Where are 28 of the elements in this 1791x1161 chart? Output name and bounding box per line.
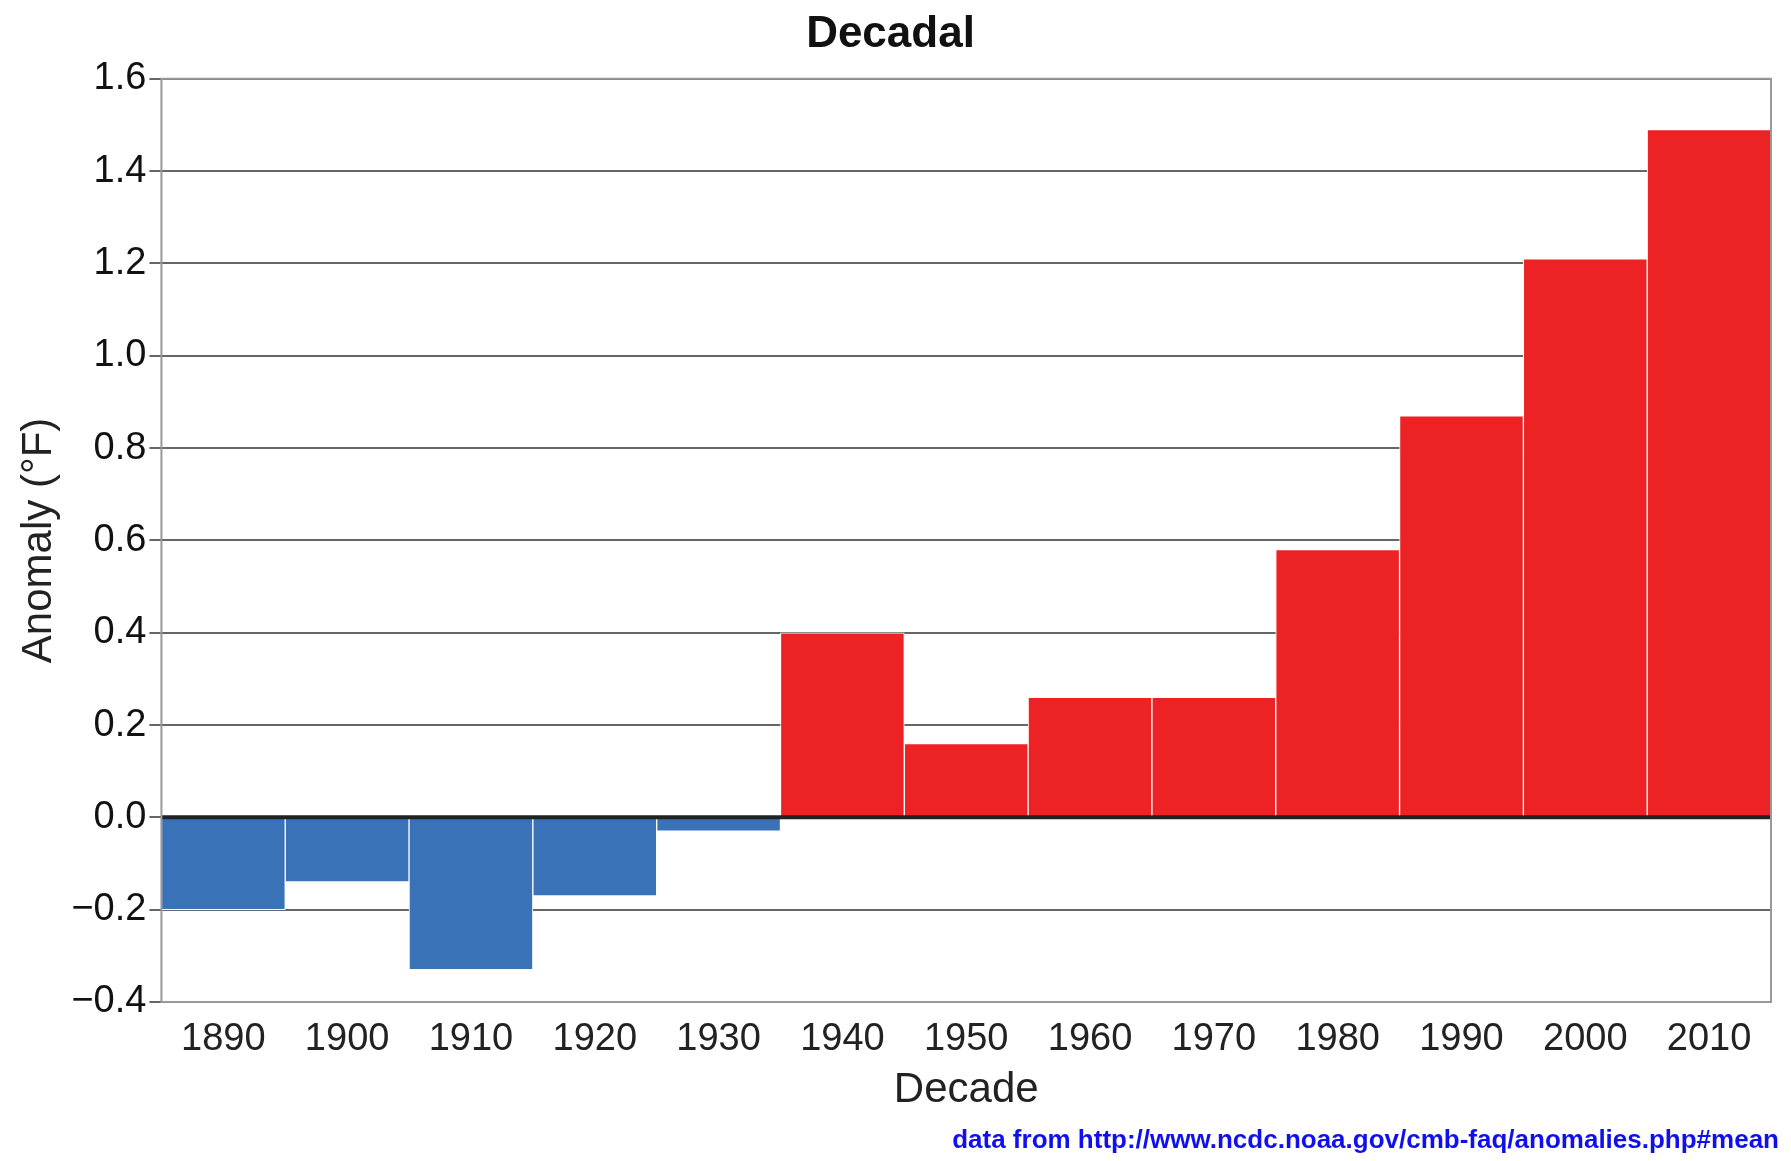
y-tick-label: 0.0: [93, 793, 147, 836]
x-tick-label: 1920: [552, 1016, 638, 1059]
y-tick-label: 1.4: [93, 147, 147, 190]
x-axis-title: Decade: [893, 1064, 1039, 1112]
x-tick-label: 2000: [1543, 1016, 1628, 1059]
y-tick-label: 0.4: [93, 609, 147, 652]
x-tick-label: 1970: [1171, 1016, 1257, 1059]
chart-title: Decadal: [806, 6, 975, 56]
x-tick-label: 1990: [1419, 1016, 1504, 1059]
text: data from http://www.ncdc.noaa.gov/cmb-faq/anomalies.php#mean: [952, 1124, 1779, 1155]
y-tick-label: 1.6: [93, 55, 147, 98]
y-axis-title: Anomaly (°F): [12, 417, 60, 664]
x-tick-label: 1950: [923, 1016, 1009, 1059]
x-tick-label: 1960: [1047, 1016, 1133, 1059]
y-tick-label: 1.2: [93, 239, 147, 282]
x-tick-label: 1910: [428, 1016, 514, 1059]
y-tick-label: 0.2: [93, 701, 147, 744]
x-tick-label: 1900: [304, 1016, 390, 1059]
x-tick-label: 1980: [1295, 1016, 1380, 1059]
y-tick-label: 1.0: [93, 332, 147, 375]
y-tick-label: 0.6: [93, 516, 147, 559]
x-tick-label: 2010: [1666, 1016, 1752, 1059]
y-tick-label: −0.4: [71, 978, 147, 1021]
x-tick-label: 1890: [181, 1016, 266, 1059]
x-tick-label: 1930: [676, 1016, 761, 1059]
x-tick-label: 1940: [800, 1016, 885, 1059]
y-tick-label: 0.8: [93, 424, 147, 467]
y-tick-label: −0.2: [71, 886, 147, 929]
